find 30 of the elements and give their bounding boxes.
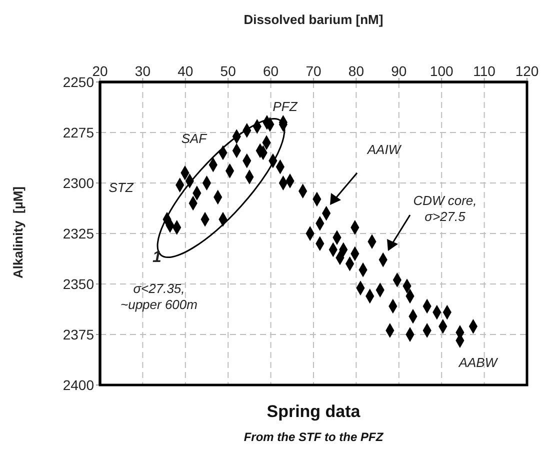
- x-tick-label: 50: [220, 63, 236, 79]
- x-tick-label: 120: [515, 63, 539, 79]
- x-axis-title: Dissolved barium [nM]: [242, 12, 384, 27]
- y-tick-label: 2325: [62, 225, 94, 242]
- text: Spring data: [266, 402, 362, 422]
- annotation: σ<27.35, ~upper 600m: [120, 281, 198, 312]
- annotation: PFZ: [272, 99, 298, 114]
- y-tick-label: 2400: [62, 376, 94, 393]
- y-tick-label: 2300: [62, 174, 94, 191]
- x-tick-label: 100: [430, 63, 454, 79]
- annotation: STZ: [108, 180, 134, 195]
- annotation: AABW: [458, 355, 498, 370]
- y-tick-label: 2375: [62, 326, 94, 342]
- x-tick-label: 60: [263, 63, 279, 79]
- x-tick-label: 20: [92, 63, 108, 79]
- y-axis-title: Alkalinity [µM]: [10, 185, 26, 280]
- y-tick-label: 2250: [62, 74, 94, 90]
- text: From the STF to the PFZ: [242, 430, 384, 444]
- x-tick-label: 70: [306, 63, 322, 79]
- x-tick-label: 90: [391, 63, 407, 79]
- x-tick-label: 30: [134, 63, 151, 79]
- x-tick-label: 40: [178, 63, 194, 79]
- annotation: CDW core, σ>27.5: [413, 193, 477, 224]
- annotation: SAF: [181, 131, 207, 146]
- x-tick-label: 80: [348, 63, 364, 79]
- y-tick-label: 2275: [62, 124, 94, 140]
- annotation: AAIW: [367, 142, 401, 157]
- annotation: 1: [152, 249, 162, 266]
- y-tick-label: 2350: [62, 276, 94, 292]
- x-tick-label: 110: [473, 63, 496, 79]
